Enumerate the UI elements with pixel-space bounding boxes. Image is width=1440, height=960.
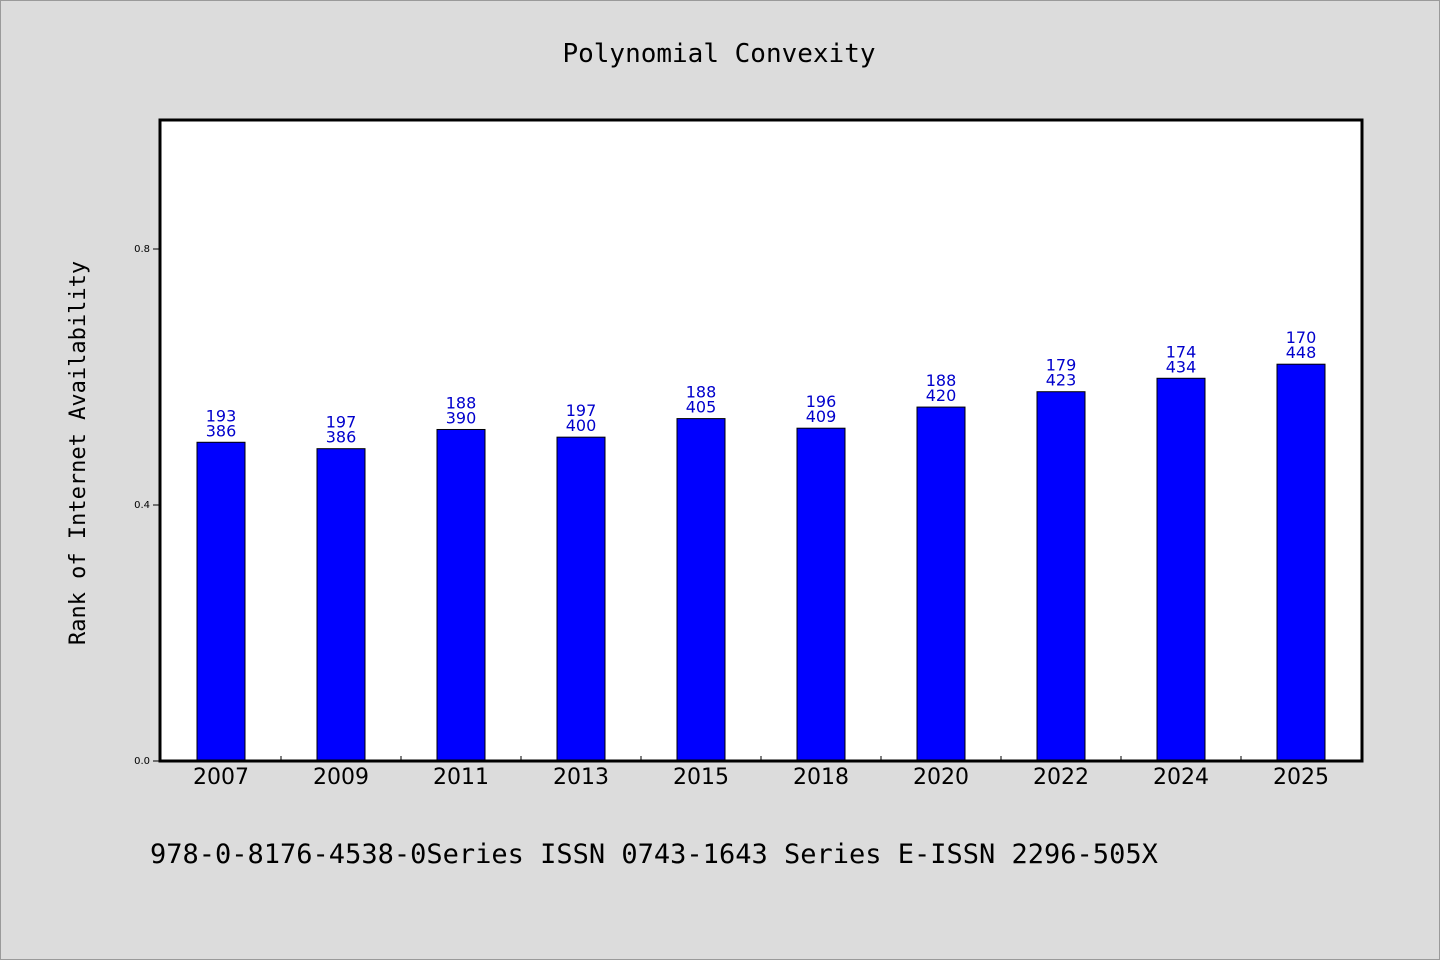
x-tick-label-2024: 2024	[1153, 765, 1209, 790]
y-axis: 0.0 0.4 0.8	[134, 244, 161, 767]
footer-isbn-text: 978-0-8176-4538-0Series ISSN 0743-1643 S…	[150, 839, 1158, 870]
bars-group	[196, 363, 1326, 762]
bar-label-top-2025: 170	[1286, 328, 1317, 347]
bar-label-top-2020: 188	[926, 371, 957, 390]
x-tick-label-2022: 2022	[1033, 765, 1089, 790]
bar-2011	[436, 428, 486, 762]
y-tick-label: 0.0	[134, 756, 150, 767]
bar-2022	[1036, 391, 1086, 762]
bar-label-bottom-2011: 390	[446, 408, 477, 427]
bar-label-top-2007: 193	[206, 406, 237, 425]
bar-label-top-2015: 188	[686, 383, 717, 402]
plot-frame	[158, 118, 1364, 763]
y-tick-label: 0.4	[134, 500, 150, 511]
x-tick-label-2007: 2007	[193, 765, 249, 790]
bar-label-bottom-2015: 405	[686, 398, 717, 417]
bar-label-top-2018: 196	[806, 392, 837, 411]
bar-label-bottom-2018: 409	[806, 407, 837, 426]
x-tick-label-2011: 2011	[433, 765, 489, 790]
bar-label-bottom-2007: 386	[206, 421, 237, 440]
bar-2015	[676, 418, 726, 762]
bar-2024	[1156, 377, 1206, 762]
bar-2025	[1276, 363, 1326, 762]
bar-label-bottom-2013: 400	[566, 416, 597, 435]
chart-title: Polynomial Convexity	[562, 39, 875, 69]
bar-label-bottom-2025: 448	[1286, 343, 1317, 362]
bar-label-top-2013: 197	[566, 401, 597, 420]
x-tick-label-2009: 2009	[313, 765, 369, 790]
bar-label-bottom-2020: 420	[926, 386, 957, 405]
bar-label-top-2024: 174	[1166, 342, 1197, 361]
bar-2009	[316, 448, 366, 762]
bar-label-bottom-2009: 386	[326, 428, 357, 447]
y-axis-label: Rank of Internet Availability	[66, 261, 91, 645]
x-axis: 2007 2009 2011 2013 2015 2018 2020 2022 2024 2025	[193, 756, 1329, 790]
bar-2007	[196, 441, 246, 762]
x-tick-label-2020: 2020	[913, 765, 969, 790]
x-tick-label-2013: 2013	[553, 765, 609, 790]
bar-label-top-2009: 197	[326, 413, 357, 432]
bar-label-bottom-2022: 423	[1046, 371, 1077, 390]
bar-label-bottom-2024: 434	[1166, 357, 1197, 376]
x-tick-label-2018: 2018	[793, 765, 849, 790]
bar-label-top-2011: 188	[446, 393, 477, 412]
x-tick-label-2025: 2025	[1273, 765, 1329, 790]
x-tick-label-2015: 2015	[673, 765, 729, 790]
y-tick-label: 0.8	[134, 244, 150, 255]
bar-2020	[916, 406, 966, 762]
bar-label-top-2022: 179	[1046, 356, 1077, 375]
bar-2018	[796, 427, 846, 762]
bar-2013	[556, 436, 606, 762]
